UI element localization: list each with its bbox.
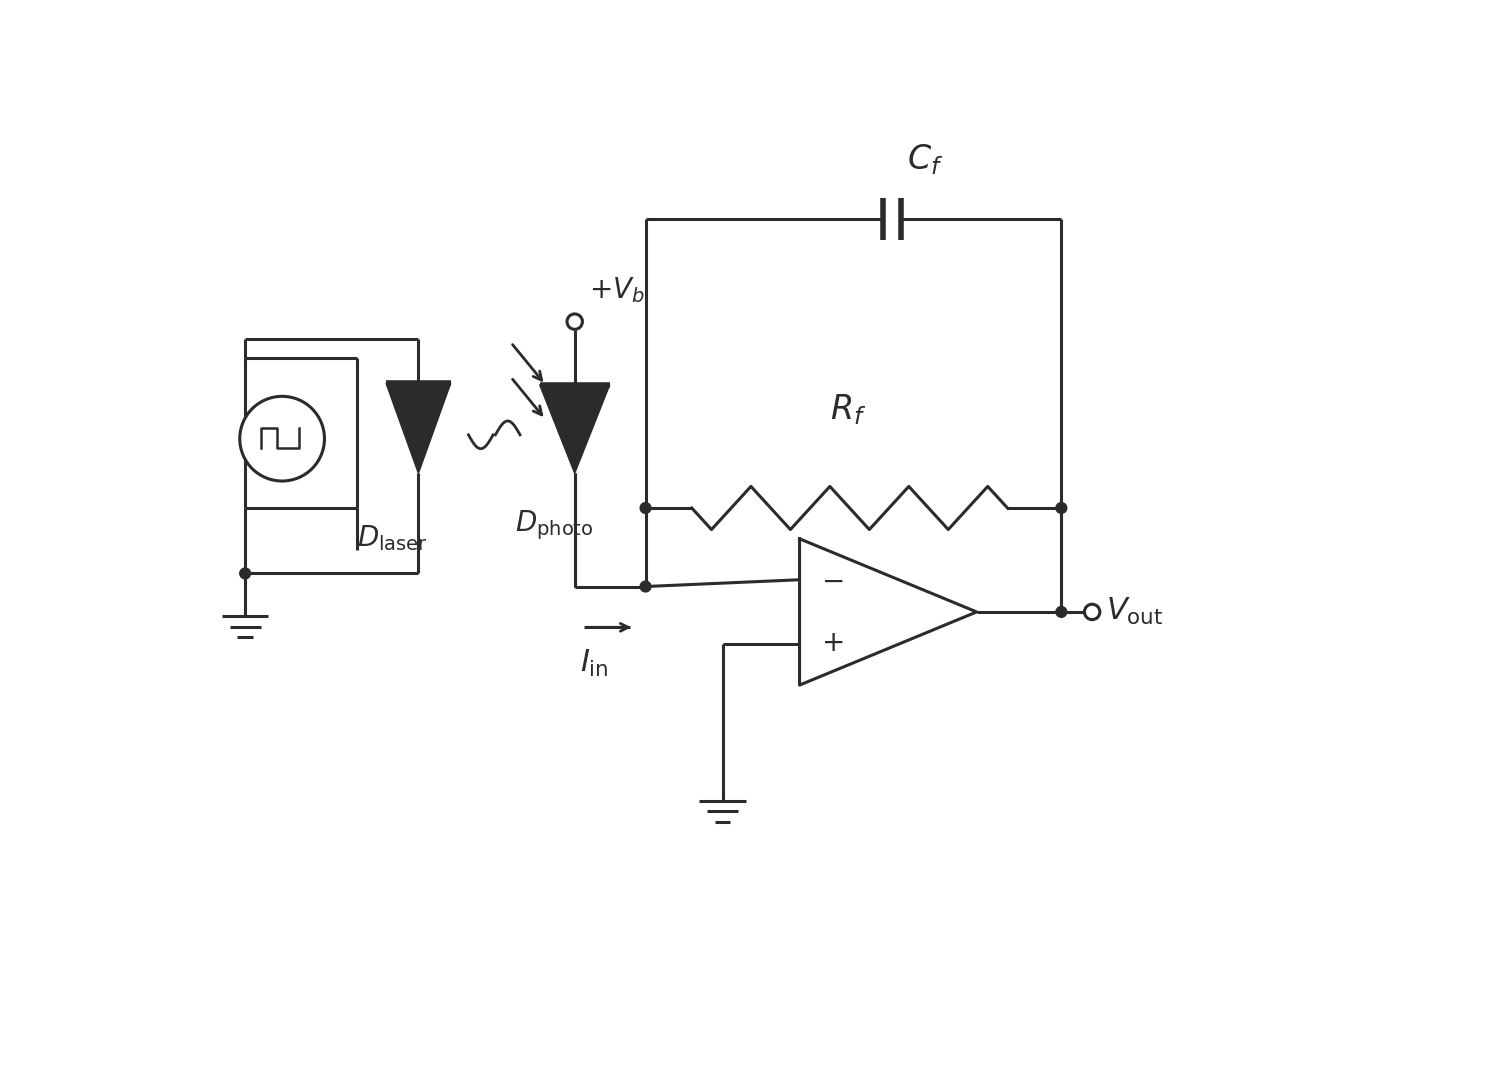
Text: $R_f$: $R_f$ <box>831 392 867 427</box>
Text: $D_{\mathsf{laser}}$: $D_{\mathsf{laser}}$ <box>357 524 428 553</box>
Text: $C_f$: $C_f$ <box>908 143 944 176</box>
Text: $+$: $+$ <box>821 628 843 657</box>
Text: $V_{\mathsf{out}}$: $V_{\mathsf{out}}$ <box>1106 597 1164 627</box>
Polygon shape <box>386 383 450 474</box>
Circle shape <box>1056 503 1066 513</box>
Circle shape <box>640 582 651 592</box>
Text: $D_{\mathsf{photo}}$: $D_{\mathsf{photo}}$ <box>514 507 592 541</box>
Circle shape <box>640 503 651 513</box>
Circle shape <box>567 314 582 329</box>
Circle shape <box>1084 604 1100 620</box>
Text: $-$: $-$ <box>821 567 843 596</box>
Circle shape <box>240 568 250 579</box>
Circle shape <box>240 396 324 481</box>
Polygon shape <box>540 384 609 474</box>
Text: $I_{\mathsf{in}}$: $I_{\mathsf{in}}$ <box>580 648 609 680</box>
Circle shape <box>1056 607 1066 617</box>
Text: $+V_b$: $+V_b$ <box>588 274 645 305</box>
